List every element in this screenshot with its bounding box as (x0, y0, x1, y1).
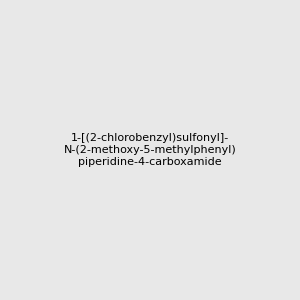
Text: 1-[(2-chlorobenzyl)sulfonyl]-
N-(2-methoxy-5-methylphenyl)
piperidine-4-carboxam: 1-[(2-chlorobenzyl)sulfonyl]- N-(2-metho… (64, 134, 236, 166)
